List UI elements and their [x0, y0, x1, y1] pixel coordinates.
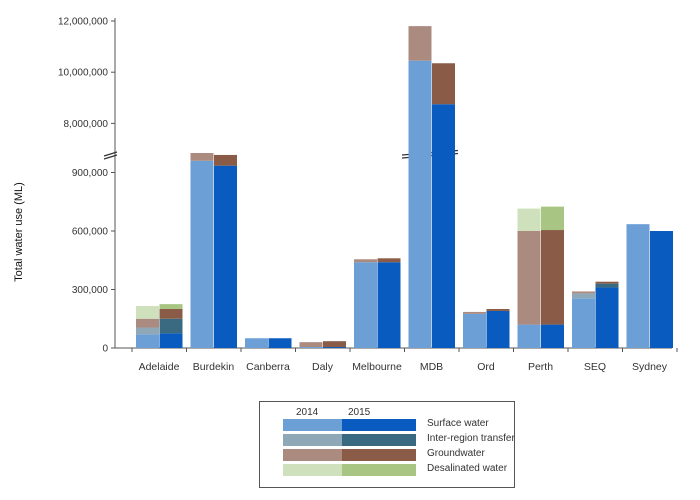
bar-segment: [214, 165, 237, 348]
bar-segment: [463, 313, 486, 348]
y-tick-label: 8,000,000: [64, 119, 109, 130]
bar-segment: [486, 309, 510, 311]
bar-segment: [595, 283, 619, 288]
bar-segment: [541, 206, 564, 231]
x-category-label: Canberra: [246, 361, 290, 373]
bar-segment: [136, 334, 159, 348]
legend-year-2015: 2015: [348, 407, 371, 418]
bar-segment: [377, 262, 401, 348]
legend-swatch-2014: [283, 464, 357, 476]
bar-segment: [354, 262, 377, 348]
bar-segment: [323, 341, 346, 348]
bar-segment: [432, 63, 455, 105]
y-tick-label: 900,000: [72, 168, 109, 179]
y-tick-label: 300,000: [72, 285, 109, 296]
axis-break-gap: [100, 152, 112, 156]
x-category-label: Ord: [477, 361, 495, 373]
bar-segment: [572, 293, 595, 299]
bar-segment: [377, 258, 401, 263]
bar-segment: [517, 324, 541, 348]
x-category-label: Melbourne: [352, 361, 402, 373]
bar-segment: [517, 208, 541, 231]
bar-segment: [299, 342, 323, 348]
x-category-label: Daly: [312, 361, 334, 373]
legend-swatch-2015: [342, 464, 416, 476]
legend-label: Groundwater: [427, 448, 485, 459]
x-category-label: Adelaide: [139, 361, 180, 373]
bar-segment: [432, 104, 455, 348]
bar-segment: [268, 338, 292, 348]
x-category-label: Burdekin: [193, 361, 235, 373]
y-tick-label: 600,000: [72, 227, 109, 238]
y-axis-label: Total water use (ML): [13, 182, 25, 282]
bar-segment: [626, 224, 650, 348]
bar-segment: [595, 287, 619, 348]
x-category-label: Sydney: [632, 361, 668, 373]
bar-segment: [572, 298, 595, 348]
legend-item-desalinated-water: Desalinated water: [260, 463, 514, 477]
bar-segment: [159, 304, 183, 309]
axis-break-mark: [103, 151, 118, 157]
legend-year-2014: 2014: [296, 407, 319, 418]
bar-segment: [572, 291, 595, 294]
y-tick-label: 10,000,000: [58, 68, 108, 79]
legend-label: Desalinated water: [427, 463, 508, 474]
bar-segment: [486, 310, 510, 348]
bar-segment: [214, 154, 237, 166]
bar-segment: [408, 60, 432, 349]
bar-segment: [541, 230, 564, 325]
bar-segment: [595, 281, 619, 284]
legend-swatch-2014: [283, 449, 357, 461]
x-category-label: MDB: [420, 361, 443, 373]
chart-bars: [136, 26, 673, 349]
bar-segment: [159, 333, 183, 348]
bar-segment: [159, 309, 183, 319]
bar-segment: [323, 347, 346, 348]
chart-legend: 2014 2015 Surface water Inter-region tra…: [259, 401, 515, 488]
bar-segment: [136, 306, 159, 319]
x-category-label: Perth: [528, 361, 553, 373]
legend-item-groundwater: Groundwater: [260, 448, 514, 462]
bar-segment: [354, 259, 377, 263]
bar-segment: [299, 347, 323, 348]
bar-segment: [245, 338, 268, 348]
legend-swatch-2015: [342, 449, 416, 461]
legend-item-surface-water: Surface water: [260, 418, 514, 432]
legend-swatch-2015: [342, 419, 416, 431]
bar-segment: [517, 231, 541, 325]
legend-swatch-2014: [283, 434, 357, 446]
bar-segment: [136, 318, 159, 328]
bar-segment: [408, 26, 432, 61]
legend-label: Surface water: [427, 418, 489, 429]
chart-labels: 0 300,000 600,000 900,000 8,000,000 10,000,00…: [58, 17, 668, 374]
legend-swatch-2014: [283, 419, 357, 431]
legend-item-inter-region-transfer: Inter-region transfer: [260, 433, 515, 447]
legend-swatch-2015: [342, 434, 416, 446]
y-tick-label: 12,000,000: [58, 17, 108, 28]
bar-segment: [463, 311, 486, 314]
x-category-label: SEQ: [584, 361, 606, 373]
bar-segment: [190, 153, 214, 161]
axis-break-mark: [103, 154, 118, 160]
bar-segment: [541, 324, 564, 348]
bar-segment: [136, 327, 159, 335]
legend-label: Inter-region transfer: [427, 433, 515, 444]
bar-segment: [159, 318, 183, 334]
bar-segment: [190, 160, 214, 348]
bar-segment: [650, 231, 673, 348]
y-tick-label: 0: [102, 344, 108, 355]
